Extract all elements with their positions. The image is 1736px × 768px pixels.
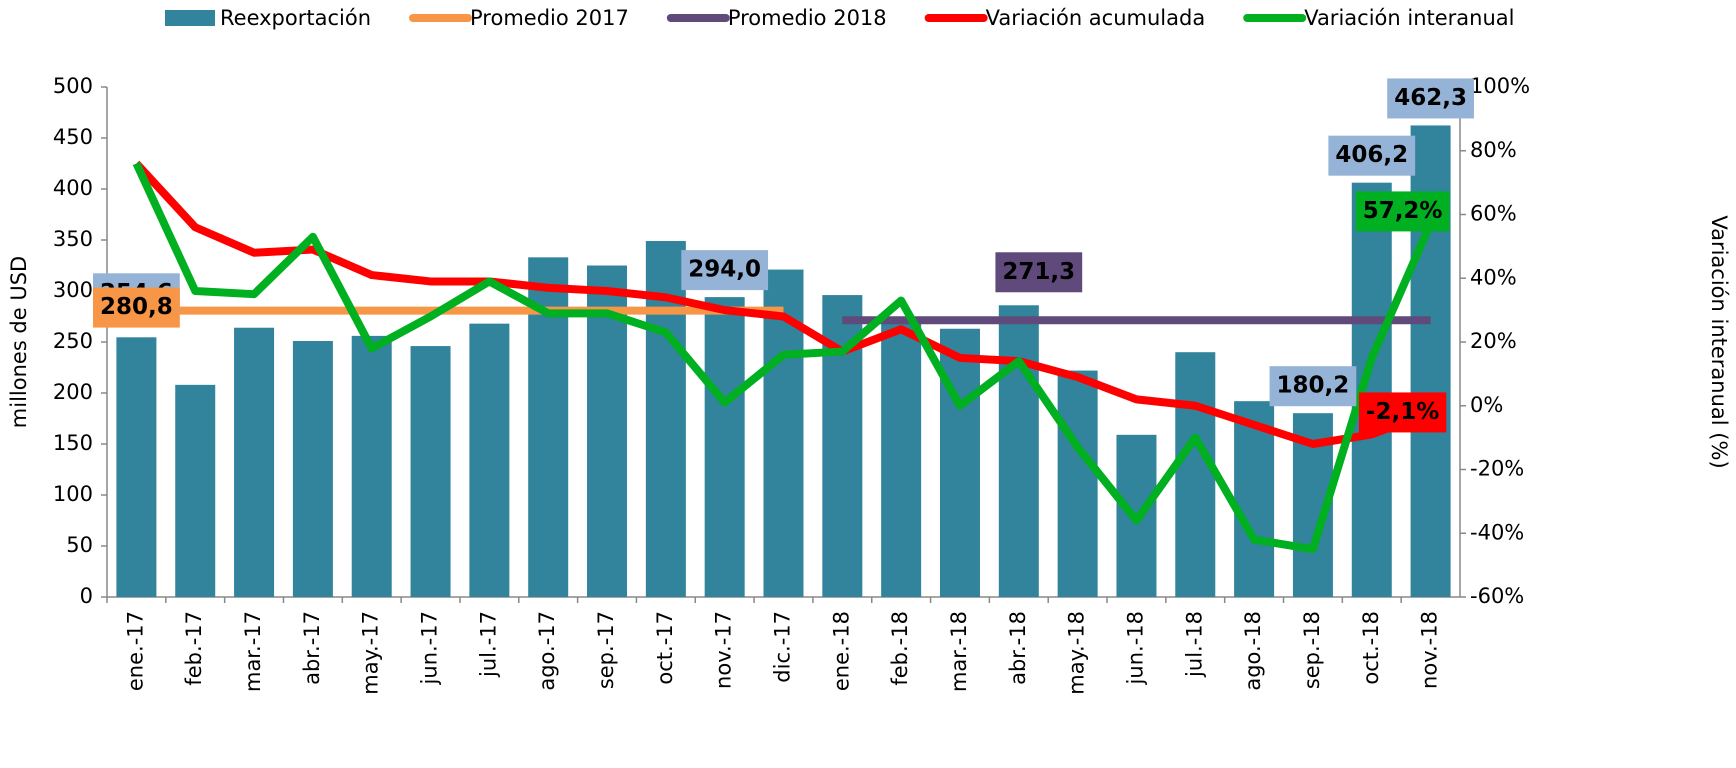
- bar: [1175, 352, 1216, 597]
- legend-label: Promedio 2018: [728, 6, 887, 30]
- y-axis-title: millones de USD: [7, 256, 31, 428]
- data-label-text: 280,8: [100, 294, 173, 320]
- x-tick-label: mar.-18: [947, 611, 971, 692]
- y2-tick-label: 40%: [1470, 265, 1517, 289]
- data-label-box: [1328, 135, 1416, 176]
- x-tick-label: sep.-18: [1300, 611, 1324, 689]
- data-label: 180,2: [1269, 366, 1357, 407]
- legend-label: Variación interanual: [1304, 6, 1514, 30]
- y-tick-label: 50: [66, 533, 93, 557]
- data-label-text: 180,2: [1277, 373, 1350, 399]
- x-tick-label: abr.-17: [300, 611, 324, 685]
- y-tick-label: 0: [80, 584, 93, 608]
- bar: [998, 305, 1039, 597]
- data-label: 271,3: [995, 252, 1083, 293]
- x-tick-label: ene.-18: [829, 611, 853, 691]
- y2-tick-label: 60%: [1470, 202, 1517, 226]
- y2-tick-label: -20%: [1470, 457, 1524, 481]
- bar: [939, 328, 980, 597]
- data-label-text: 271,3: [1002, 259, 1075, 285]
- y2-tick-label: 20%: [1470, 329, 1517, 353]
- legend-label: Promedio 2017: [470, 6, 629, 30]
- bar: [1351, 182, 1392, 597]
- data-label-text: 406,2: [1335, 142, 1408, 168]
- y2-tick-label: 80%: [1470, 138, 1517, 162]
- x-tick-label: feb.-18: [888, 611, 912, 686]
- bar: [234, 327, 275, 597]
- x-tick-label: oct.-17: [653, 611, 677, 685]
- x-tick-label: oct.-18: [1359, 611, 1383, 685]
- x-tick-label: nov.-18: [1418, 611, 1442, 689]
- y2-tick-label: 0%: [1470, 393, 1503, 417]
- x-tick-label: may.-18: [1065, 611, 1089, 695]
- line-series: [132, 161, 1435, 554]
- data-label-text: 57,2%: [1363, 198, 1443, 224]
- legend-label: Reexportación: [220, 6, 371, 30]
- y2-tick-label: 100%: [1470, 74, 1530, 98]
- x-tick-label: sep.-17: [594, 611, 618, 689]
- data-label-box: [1269, 366, 1357, 407]
- legend-swatch: [165, 10, 215, 26]
- y-tick-label: 400: [53, 176, 93, 200]
- data-label-box: [995, 252, 1083, 293]
- x-tick-label: ago.-17: [535, 611, 559, 691]
- y-tick-label: 150: [53, 431, 93, 455]
- data-label-box: [1387, 78, 1474, 119]
- data-label-box: [1358, 392, 1447, 433]
- y2-tick-label: -40%: [1470, 520, 1524, 544]
- y2-tick-label: -60%: [1470, 584, 1524, 608]
- y-tick-label: 300: [53, 278, 93, 302]
- x-tick-label: ago.-18: [1241, 611, 1265, 691]
- x-tick-label: nov.-17: [712, 611, 736, 689]
- data-label: 280,8: [93, 287, 180, 328]
- data-label-box: [1355, 191, 1450, 232]
- bar: [1057, 370, 1098, 597]
- data-label: 406,2: [1328, 135, 1416, 176]
- y2-axis-title: Variación interanual (%): [1707, 215, 1731, 468]
- data-label-text: 294,0: [688, 257, 761, 283]
- x-tick-label: ene.-17: [123, 611, 147, 691]
- x-tick-label: jun.-17: [418, 611, 442, 685]
- line-series: [133, 160, 1432, 448]
- bar: [410, 346, 451, 597]
- bar: [881, 316, 922, 597]
- x-tick-label: abr.-18: [1006, 611, 1030, 685]
- data-label: 294,0: [681, 250, 769, 291]
- y-tick-label: 450: [53, 125, 93, 149]
- bar: [292, 340, 333, 597]
- data-label: 462,3: [1387, 78, 1474, 119]
- data-label-text: 462,3: [1394, 85, 1467, 111]
- x-tick-label: feb.-17: [182, 611, 206, 686]
- bar: [1234, 401, 1275, 597]
- x-tick-label: jun.-18: [1123, 611, 1147, 685]
- x-tick-label: dic.-17: [771, 611, 795, 683]
- y-tick-label: 250: [53, 329, 93, 353]
- data-label-box: [681, 250, 769, 291]
- bar: [469, 323, 510, 597]
- data-label-text: -2,1%: [1366, 399, 1439, 425]
- x-tick-label: may.-17: [359, 611, 383, 695]
- data-label-box: [93, 287, 180, 328]
- x-tick-label: mar.-17: [241, 611, 265, 692]
- data-label: -2,1%: [1358, 392, 1447, 433]
- y-tick-label: 500: [53, 74, 93, 98]
- y-tick-label: 200: [53, 380, 93, 404]
- bar: [175, 384, 216, 597]
- bar: [351, 335, 392, 597]
- legend-label: Variación acumulada: [986, 6, 1206, 30]
- y-tick-label: 100: [53, 482, 93, 506]
- y-tick-label: 350: [53, 227, 93, 251]
- bar: [704, 297, 745, 597]
- x-tick-label: jul.-18: [1182, 611, 1206, 678]
- bar: [116, 337, 157, 597]
- data-label: 57,2%: [1355, 191, 1450, 232]
- x-tick-label: jul.-17: [476, 611, 500, 678]
